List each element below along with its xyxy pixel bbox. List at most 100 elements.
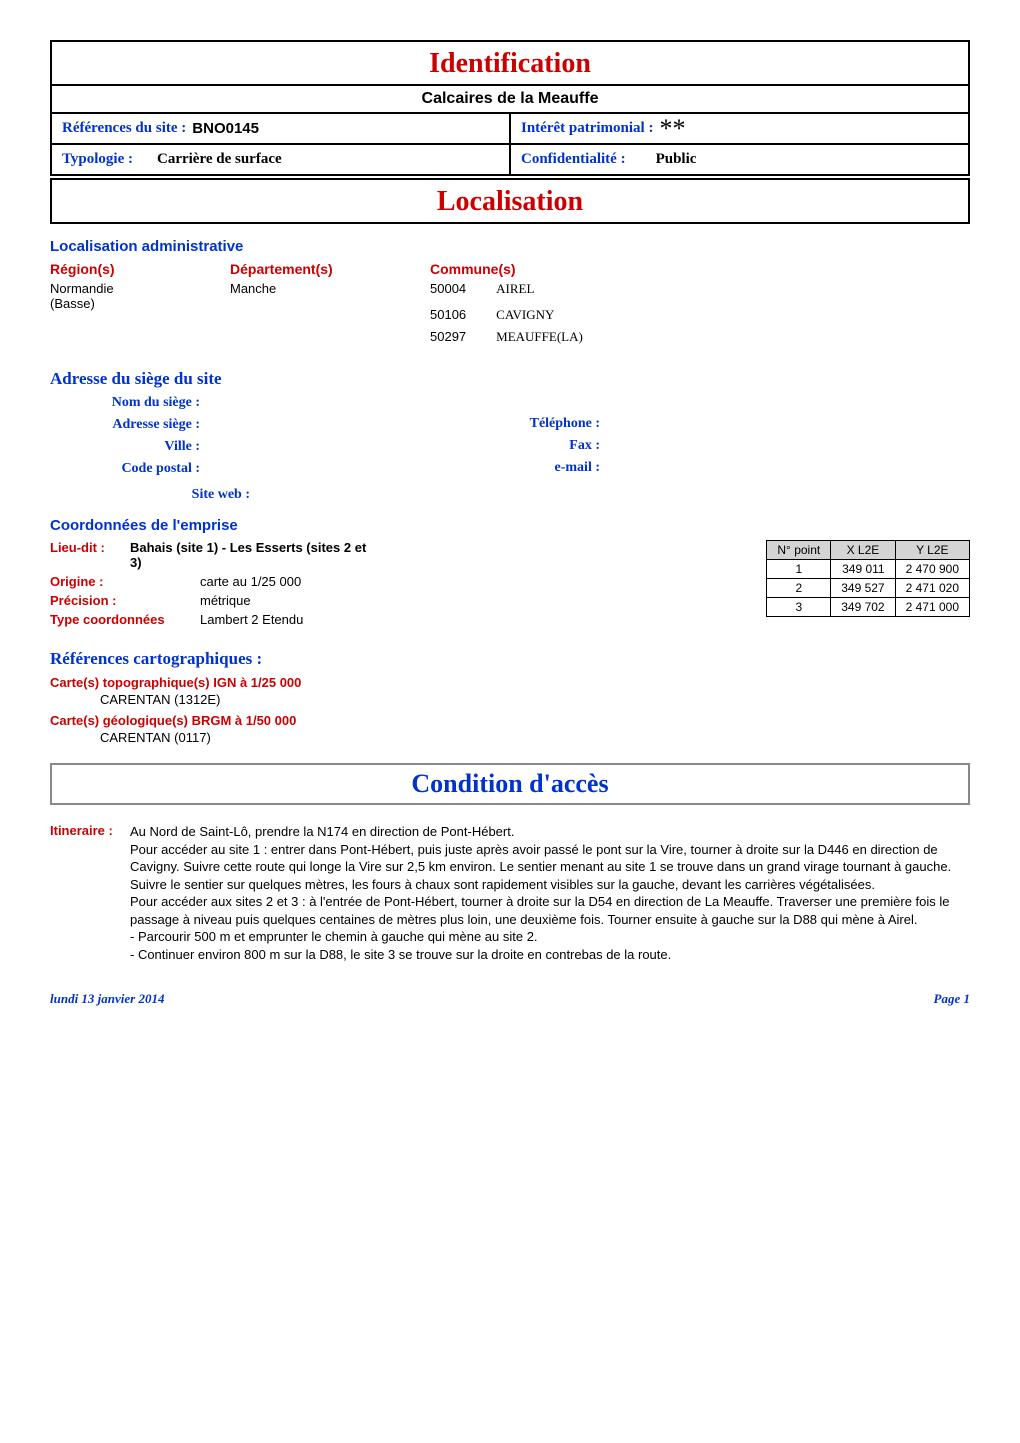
emprise-row: Lieu-dit : Bahais (site 1) - Les Esserts… bbox=[50, 540, 970, 631]
emprise-left: Lieu-dit : Bahais (site 1) - Les Esserts… bbox=[50, 540, 726, 631]
siege-tel-row: Téléphone : bbox=[510, 416, 970, 432]
precision-kv: Précision : métrique bbox=[50, 593, 726, 608]
origine-kv: Origine : carte au 1/25 000 bbox=[50, 574, 726, 589]
siege-left-col: Nom du siège : Adresse siège : Ville : C… bbox=[50, 395, 510, 483]
region-head: Région(s) bbox=[50, 261, 170, 277]
commune-code: 50004 bbox=[430, 281, 466, 297]
siege-web-row: Site web : bbox=[50, 487, 970, 503]
geo-value: CARENTAN (0117) bbox=[100, 730, 970, 745]
topo-label: Carte(s) topographique(s) IGN à 1/25 000 bbox=[50, 675, 970, 690]
acces-title: Condition d'accès bbox=[52, 765, 968, 803]
admin-table: Région(s) Normandie (Basse) Département(… bbox=[50, 261, 970, 351]
footer-date: lundi 13 janvier 2014 bbox=[50, 991, 165, 1007]
coord-row-1: 2 349 527 2 471 020 bbox=[767, 579, 970, 598]
interet-cell: Intérêt patrimonial : ** bbox=[511, 114, 968, 143]
lieudit-kv: Lieu-dit : Bahais (site 1) - Les Esserts… bbox=[50, 540, 726, 570]
typecoord-value: Lambert 2 Etendu bbox=[200, 612, 303, 627]
coord-cell: 2 bbox=[767, 579, 831, 598]
typologie-cell: Typologie : Carrière de surface bbox=[52, 145, 511, 174]
coord-table: N° point X L2E Y L2E 1 349 011 2 470 900… bbox=[766, 540, 970, 617]
typologie-label: Typologie : bbox=[62, 151, 133, 168]
lieudit-value: Bahais (site 1) - Les Esserts (sites 2 e… bbox=[130, 540, 370, 570]
dept-value: Manche bbox=[230, 281, 370, 296]
confidentialite-label: Confidentialité : bbox=[521, 151, 626, 168]
coord-row-2: 3 349 702 2 471 000 bbox=[767, 598, 970, 617]
siege-ville-row: Ville : bbox=[50, 439, 510, 455]
commune-row-1: 50106 CAVIGNY bbox=[430, 307, 583, 323]
commune-row-2: 50297 MEAUFFE(LA) bbox=[430, 329, 583, 345]
references-label: Références du site : bbox=[62, 120, 186, 137]
identification-title: Identification bbox=[52, 42, 968, 84]
identification-box: Identification Calcaires de la Meauffe R… bbox=[50, 40, 970, 176]
identification-row2: Typologie : Carrière de surface Confiden… bbox=[52, 143, 968, 174]
coord-table-wrap: N° point X L2E Y L2E 1 349 011 2 470 900… bbox=[766, 540, 970, 617]
coord-header-row: N° point X L2E Y L2E bbox=[767, 541, 970, 560]
coord-h2: Y L2E bbox=[895, 541, 969, 560]
siege-grid: Nom du siège : Adresse siège : Ville : C… bbox=[50, 395, 970, 483]
typecoord-label: Type coordonnées bbox=[50, 612, 200, 627]
footer-page: Page 1 bbox=[934, 991, 970, 1007]
commune-row-0: 50004 AIREL bbox=[430, 281, 583, 297]
siege-heading: Adresse du siège du site bbox=[50, 369, 970, 389]
coord-cell: 2 470 900 bbox=[895, 560, 969, 579]
itineraire-label: Itineraire : bbox=[50, 823, 130, 963]
admin-heading: Localisation administrative bbox=[50, 238, 970, 255]
coord-h1: X L2E bbox=[831, 541, 895, 560]
dept-head: Département(s) bbox=[230, 261, 370, 277]
commune-col: Commune(s) 50004 AIREL 50106 CAVIGNY 502… bbox=[430, 261, 583, 351]
carto-heading: Références cartographiques : bbox=[50, 649, 970, 669]
coord-cell: 2 471 000 bbox=[895, 598, 969, 617]
commune-code: 50297 bbox=[430, 329, 466, 345]
localisation-title: Localisation bbox=[52, 180, 968, 222]
confidentialite-value: Public bbox=[656, 151, 697, 168]
origine-value: carte au 1/25 000 bbox=[200, 574, 301, 589]
precision-value: métrique bbox=[200, 593, 251, 608]
dept-col: Département(s) Manche bbox=[230, 261, 370, 351]
localisation-box: Localisation bbox=[50, 178, 970, 224]
siege-nom-label: Nom du siège : bbox=[50, 395, 208, 411]
siege-fax-label: Fax : bbox=[510, 438, 608, 454]
page-container: Identification Calcaires de la Meauffe R… bbox=[50, 40, 970, 1007]
identification-row1: Références du site : BNO0145 Intérêt pat… bbox=[52, 112, 968, 143]
siege-adresse-label: Adresse siège : bbox=[50, 417, 208, 433]
interet-label: Intérêt patrimonial : bbox=[521, 120, 653, 137]
typologie-value: Carrière de surface bbox=[157, 151, 282, 168]
references-value: BNO0145 bbox=[192, 120, 259, 137]
geo-label: Carte(s) géologique(s) BRGM à 1/50 000 bbox=[50, 713, 970, 728]
references-cell: Références du site : BNO0145 bbox=[52, 114, 511, 143]
commune-name: AIREL bbox=[496, 281, 534, 297]
coord-row-0: 1 349 011 2 470 900 bbox=[767, 560, 970, 579]
emprise-heading: Coordonnées de l'emprise bbox=[50, 517, 970, 534]
siege-spacer-row bbox=[510, 395, 970, 410]
lieudit-label: Lieu-dit : bbox=[50, 540, 130, 570]
origine-label: Origine : bbox=[50, 574, 200, 589]
commune-name: MEAUFFE(LA) bbox=[496, 329, 583, 345]
region-col: Région(s) Normandie (Basse) bbox=[50, 261, 170, 351]
siege-web-label: Site web : bbox=[50, 487, 258, 503]
acces-box: Condition d'accès bbox=[50, 763, 970, 805]
region-value: Normandie (Basse) bbox=[50, 281, 150, 311]
coord-cell: 1 bbox=[767, 560, 831, 579]
coord-h0: N° point bbox=[767, 541, 831, 560]
itineraire-text: Au Nord de Saint-Lô, prendre la N174 en … bbox=[130, 823, 970, 963]
confidentialite-cell: Confidentialité : Public bbox=[511, 145, 968, 174]
siege-email-label: e-mail : bbox=[510, 460, 608, 476]
commune-name: CAVIGNY bbox=[496, 307, 554, 323]
commune-head: Commune(s) bbox=[430, 261, 583, 277]
coord-cell: 2 471 020 bbox=[895, 579, 969, 598]
typecoord-kv: Type coordonnées Lambert 2 Etendu bbox=[50, 612, 726, 627]
coord-cell: 3 bbox=[767, 598, 831, 617]
coord-cell: 349 527 bbox=[831, 579, 895, 598]
interet-stars: ** bbox=[659, 122, 685, 135]
siege-tel-label: Téléphone : bbox=[510, 416, 608, 432]
commune-code: 50106 bbox=[430, 307, 466, 323]
coord-cell: 349 011 bbox=[831, 560, 895, 579]
siege-ville-label: Ville : bbox=[50, 439, 208, 455]
itineraire-row: Itineraire : Au Nord de Saint-Lô, prendr… bbox=[50, 823, 970, 963]
precision-label: Précision : bbox=[50, 593, 200, 608]
siege-cp-row: Code postal : bbox=[50, 461, 510, 477]
siege-email-row: e-mail : bbox=[510, 460, 970, 476]
coord-cell: 349 702 bbox=[831, 598, 895, 617]
page-footer: lundi 13 janvier 2014 Page 1 bbox=[50, 991, 970, 1007]
siege-cp-label: Code postal : bbox=[50, 461, 208, 477]
